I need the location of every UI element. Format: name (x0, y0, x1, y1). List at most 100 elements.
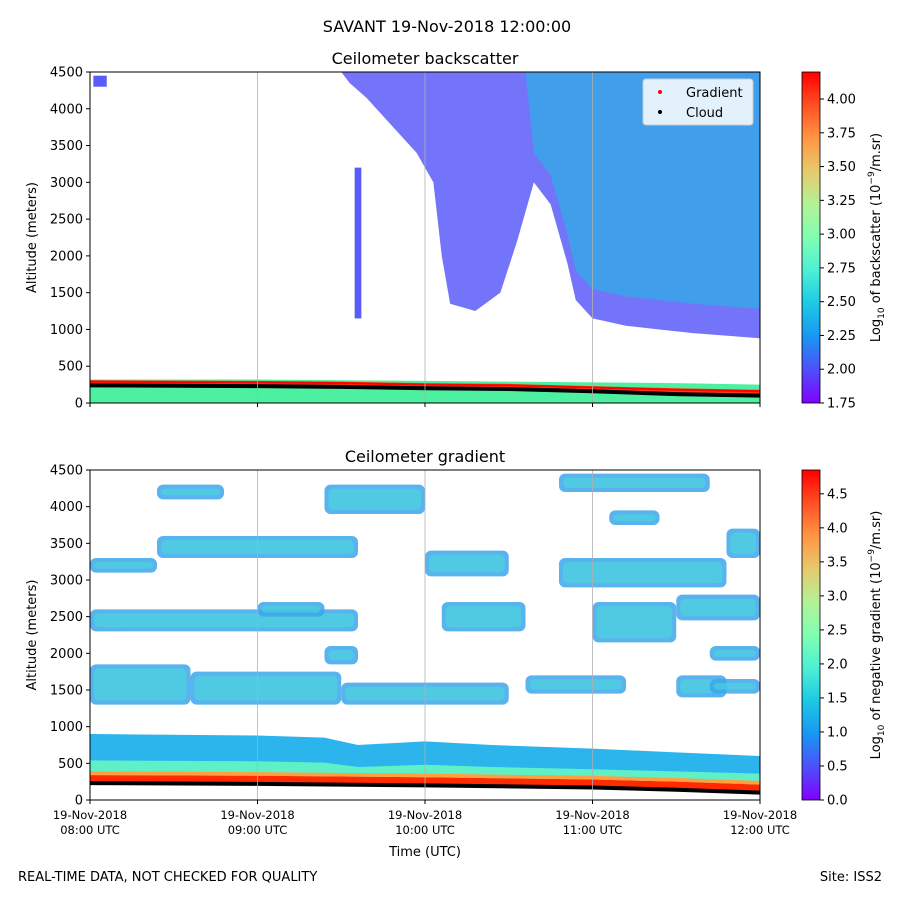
backscatter-colorbar-tick-label: 3.25 (827, 194, 856, 209)
backscatter-y-tick-label: 4000 (50, 102, 83, 117)
gradient-y-tick-label: 500 (58, 757, 83, 772)
legend-marker-cloud (658, 110, 662, 114)
colorbar-label-sup: −9 (867, 171, 877, 185)
x-tick-label-time: 10:00 UTC (395, 823, 455, 837)
colorbar-label-suffix: /m.sr) (869, 133, 884, 171)
gradient-cloud-patch-core (429, 554, 505, 573)
gradient-colorbar-tick-label: 0.0 (827, 794, 848, 809)
gradient-cloud-patch-core (445, 606, 522, 628)
backscatter-y-tick-label: 1500 (50, 286, 83, 301)
gradient-colorbar-tick-label: 1.5 (827, 691, 848, 706)
backscatter-colorbar-tick-label: 2.75 (827, 261, 856, 276)
backscatter-gradient-markers (90, 380, 760, 393)
figure-suptitle: SAVANT 19-Nov-2018 12:00:00 (323, 17, 571, 36)
backscatter-panel-title: Ceilometer backscatter (332, 49, 519, 68)
x-tick-label-time: 09:00 UTC (228, 823, 288, 837)
gradient-colorbar-label: Log10 of negative gradient (10−9/m.sr) (867, 511, 887, 760)
backscatter-y-tick-label: 1000 (50, 323, 83, 338)
backscatter-y-tick-label: 3500 (50, 139, 83, 154)
backscatter-y-tick-label: 2500 (50, 213, 83, 228)
gradient-y-tick-label: 4500 (50, 464, 83, 479)
x-tick-label-time: 08:00 UTC (60, 823, 120, 837)
gradient-colorbar-tick-label: 1.0 (827, 725, 848, 740)
gradient-y-tick-label: 3000 (50, 574, 83, 589)
gradient-cloud-patch-core (194, 675, 338, 701)
backscatter-y-tick-label: 2000 (50, 249, 83, 264)
gradient-cloud-patch-core (713, 650, 756, 657)
x-tick-label-date: 19-Nov-2018 (388, 808, 462, 822)
gradient-colorbar-tick-label: 0.5 (827, 759, 848, 774)
gradient-cloud-patch-core (713, 683, 756, 690)
x-tick-label-date: 19-Nov-2018 (220, 808, 294, 822)
backscatter-colorbar-tick-label: 3.00 (827, 228, 856, 243)
colorbar-label-prefix: Log (869, 736, 884, 759)
gradient-cloud-patch-core (328, 488, 421, 510)
legend-box (642, 78, 754, 126)
gradient-colorbar-tick-label: 2.5 (827, 623, 848, 638)
footer-left-note: REAL-TIME DATA, NOT CHECKED FOR QUALITY (18, 870, 318, 885)
gradient-cloud-patch-core (563, 562, 723, 584)
gradient-cloud-patch-core (680, 598, 756, 617)
backscatter-y-tick-label: 500 (58, 360, 83, 375)
colorbar-label-sub: 10 (877, 307, 887, 319)
gradient-colorbar-tick-label: 3.5 (827, 555, 848, 570)
gradient-y-tick-label: 1500 (50, 684, 83, 699)
backscatter-colorbar-tick-label: 3.50 (827, 160, 856, 175)
gradient-cloud-patch-core (94, 562, 153, 569)
gradient-cloud-patch-core (596, 606, 673, 639)
gradient-colorbar-tick-label: 3.0 (827, 589, 848, 604)
backscatter-colorbar (801, 71, 821, 404)
gradient-x-axis-label: Time (UTC) (388, 845, 461, 860)
gradient-cloud-patch-core (730, 532, 756, 554)
legend-label-gradient: Gradient (686, 86, 743, 101)
x-tick-label-time: 11:00 UTC (563, 823, 623, 837)
backscatter-colorbar-tick-label: 1.75 (827, 397, 856, 412)
legend-marker-gradient (658, 90, 662, 94)
backscatter-colorbar-tick-label: 2.50 (827, 295, 856, 310)
gradient-cloud-patch-core (529, 679, 622, 690)
gradient-cloud-patch-core (94, 613, 354, 628)
gradient-colorbar (801, 469, 821, 801)
footer-site-label: Site: ISS2 (819, 870, 882, 885)
gradient-panel-title: Ceilometer gradient (345, 447, 505, 466)
backscatter-corner-patch (93, 75, 107, 87)
gradient-y-tick-label: 2500 (50, 610, 83, 625)
backscatter-cloud-markers (90, 383, 760, 398)
gradient-cloud-patch-core (328, 650, 354, 661)
gradient-y-tick-label: 1000 (50, 720, 83, 735)
gradient-colorbar-tick-label: 4.5 (827, 487, 848, 502)
gradient-y-axis-label: Altitude (meters) (25, 580, 40, 691)
colorbar-label-mid: of negative gradient (10 (869, 562, 884, 724)
gradient-cloud-patch-core (261, 606, 321, 613)
colorbar-label-prefix: Log (869, 319, 884, 342)
backscatter-colorbar-tick-label: 3.75 (827, 126, 856, 141)
x-tick-label-date: 19-Nov-2018 (723, 808, 797, 822)
backscatter-y-tick-label: 3000 (50, 176, 83, 191)
gradient-cloud-patch-core (161, 488, 220, 496)
backscatter-y-tick-label: 0 (75, 397, 83, 412)
backscatter-y-axis-label: Altitude (meters) (25, 182, 40, 293)
backscatter-upper-cloud-core (525, 72, 760, 309)
gradient-colorbar-tick-label: 4.0 (827, 521, 848, 536)
colorbar-label-suffix: /m.sr) (869, 511, 884, 549)
colorbar-label-mid: of backscatter (10 (869, 185, 884, 308)
backscatter-colorbar-tick-label: 2.00 (827, 363, 856, 378)
legend-label-cloud: Cloud (686, 106, 723, 121)
x-tick-label-date: 19-Nov-2018 (53, 808, 127, 822)
backscatter-colorbar-label: Log10 of backscatter (10−9/m.sr) (867, 133, 887, 342)
backscatter-isolated-column (354, 167, 362, 319)
colorbar-label-sup: −9 (867, 549, 877, 563)
gradient-y-tick-label: 2000 (50, 647, 83, 662)
gradient-cloud-patch-core (613, 514, 656, 521)
backscatter-colorbar-tick-label: 2.25 (827, 329, 856, 344)
gradient-colorbar-tick-label: 2.0 (827, 657, 848, 672)
x-tick-label-time: 12:00 UTC (730, 823, 790, 837)
gradient-cloud-markers (90, 781, 760, 795)
gradient-y-tick-label: 4000 (50, 500, 83, 515)
gradient-y-tick-label: 3500 (50, 537, 83, 552)
gradient-cloud-patch-core (94, 668, 187, 701)
gradient-cloud-patch-core (563, 477, 706, 488)
backscatter-y-tick-label: 4500 (50, 66, 83, 81)
